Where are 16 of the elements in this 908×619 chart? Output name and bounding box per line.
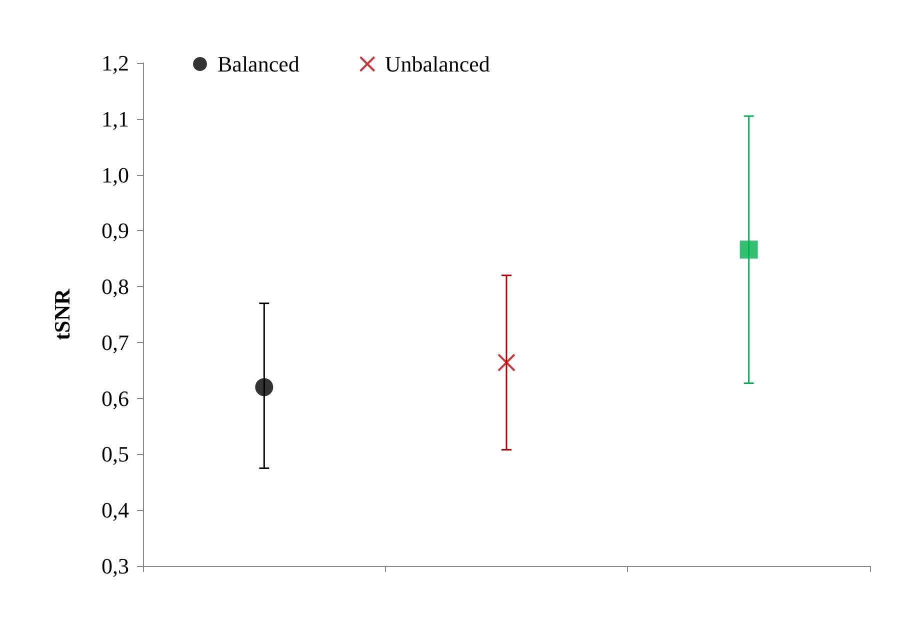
y-tick-label: 0,6 bbox=[102, 386, 129, 411]
y-tick-label: 0,4 bbox=[102, 498, 129, 523]
y-tick-label: 1,0 bbox=[102, 162, 129, 188]
point bbox=[740, 240, 758, 259]
y-axis-title: tSNR bbox=[50, 288, 74, 340]
point bbox=[255, 378, 274, 396]
y-tick-label: 1,2 bbox=[102, 50, 129, 76]
y-tick-label: 0,8 bbox=[102, 274, 129, 300]
y-tick-label: 0,5 bbox=[102, 442, 129, 467]
legend-label: Balanced bbox=[218, 52, 300, 76]
y-tick-label: 1,1 bbox=[102, 106, 129, 132]
y-tick-label: 0,3 bbox=[102, 554, 129, 578]
point bbox=[498, 354, 516, 372]
y-tick-label: 0,7 bbox=[102, 330, 129, 355]
y-tick-label: 0,9 bbox=[102, 218, 129, 244]
legend-label: Unbalanced bbox=[384, 52, 490, 76]
